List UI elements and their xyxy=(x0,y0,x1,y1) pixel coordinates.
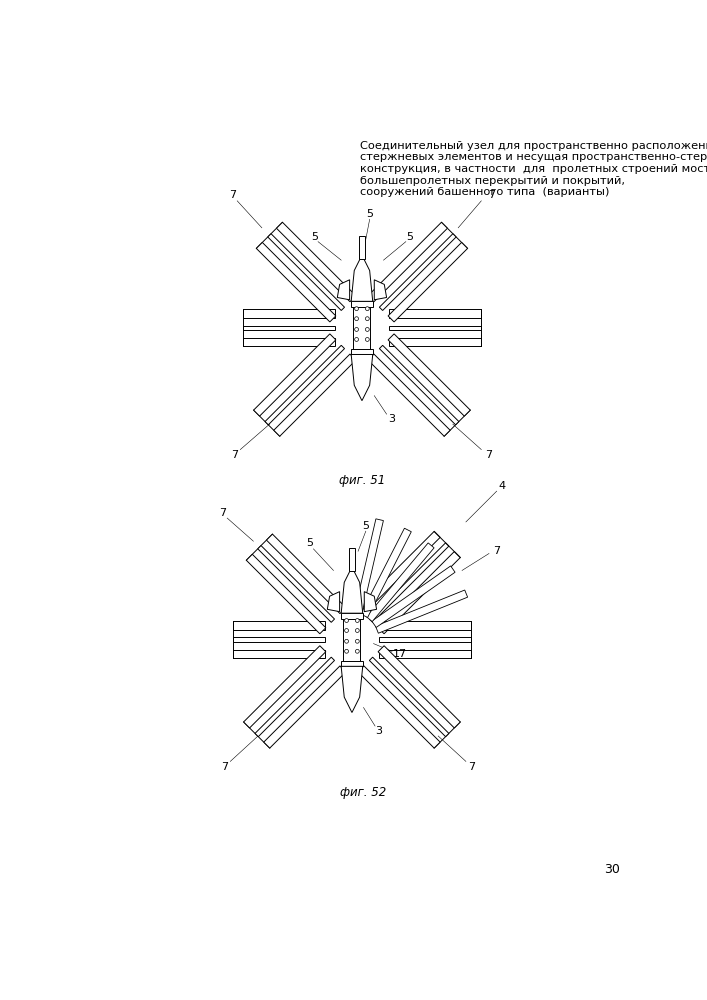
Text: 17: 17 xyxy=(392,649,407,659)
Polygon shape xyxy=(372,566,455,627)
Polygon shape xyxy=(255,657,334,737)
Circle shape xyxy=(355,317,358,321)
Polygon shape xyxy=(389,309,481,318)
Circle shape xyxy=(344,629,349,632)
Polygon shape xyxy=(366,543,434,622)
Polygon shape xyxy=(264,666,346,748)
Polygon shape xyxy=(351,354,373,401)
Polygon shape xyxy=(268,234,344,310)
Polygon shape xyxy=(233,637,325,642)
Text: 4: 4 xyxy=(498,481,506,491)
Polygon shape xyxy=(243,338,335,346)
Polygon shape xyxy=(341,613,363,619)
Polygon shape xyxy=(243,326,335,330)
Text: 3: 3 xyxy=(375,726,382,736)
Polygon shape xyxy=(379,637,472,642)
Polygon shape xyxy=(358,531,440,614)
Circle shape xyxy=(344,619,349,622)
Text: 7: 7 xyxy=(229,190,236,200)
Circle shape xyxy=(344,649,349,653)
Polygon shape xyxy=(233,621,325,630)
Polygon shape xyxy=(369,657,449,737)
Text: 7: 7 xyxy=(221,762,228,772)
Polygon shape xyxy=(358,666,440,748)
Polygon shape xyxy=(379,621,472,630)
Polygon shape xyxy=(276,222,356,302)
Polygon shape xyxy=(344,619,361,661)
Polygon shape xyxy=(389,326,481,330)
Circle shape xyxy=(356,649,359,653)
Circle shape xyxy=(355,307,358,311)
Polygon shape xyxy=(378,646,460,728)
Circle shape xyxy=(355,338,358,341)
Polygon shape xyxy=(233,650,325,658)
Circle shape xyxy=(366,338,369,341)
Polygon shape xyxy=(388,242,467,322)
Circle shape xyxy=(356,619,359,622)
Text: 7: 7 xyxy=(488,190,495,200)
Polygon shape xyxy=(327,592,339,612)
Polygon shape xyxy=(243,309,335,318)
Polygon shape xyxy=(341,666,363,713)
Circle shape xyxy=(366,328,369,331)
Polygon shape xyxy=(375,590,467,633)
Polygon shape xyxy=(341,661,363,666)
Text: 5: 5 xyxy=(362,521,369,531)
Circle shape xyxy=(366,307,369,311)
Text: фиг. 52: фиг. 52 xyxy=(339,786,386,799)
Circle shape xyxy=(344,639,349,643)
Text: 3: 3 xyxy=(387,414,395,424)
Text: 30: 30 xyxy=(604,863,620,876)
Polygon shape xyxy=(351,349,373,354)
Polygon shape xyxy=(368,222,448,302)
Text: 5: 5 xyxy=(310,232,317,242)
Polygon shape xyxy=(378,552,460,634)
Polygon shape xyxy=(337,280,350,300)
Polygon shape xyxy=(364,592,377,612)
Polygon shape xyxy=(369,543,449,622)
Text: 7: 7 xyxy=(231,450,238,460)
Polygon shape xyxy=(258,546,334,622)
Polygon shape xyxy=(351,255,373,301)
Polygon shape xyxy=(389,338,481,346)
Polygon shape xyxy=(244,646,326,728)
Polygon shape xyxy=(351,301,373,307)
Polygon shape xyxy=(246,554,326,634)
Polygon shape xyxy=(341,567,363,613)
Circle shape xyxy=(355,328,358,331)
Polygon shape xyxy=(274,354,356,436)
Circle shape xyxy=(356,629,359,632)
Circle shape xyxy=(366,317,369,321)
Polygon shape xyxy=(349,548,355,571)
Polygon shape xyxy=(368,354,450,436)
Text: 7: 7 xyxy=(468,762,475,772)
Polygon shape xyxy=(267,534,346,614)
Polygon shape xyxy=(354,519,383,614)
Text: Соединительный узел для пространственно расположенных
стержневых элементов и нес: Соединительный узел для пространственно … xyxy=(360,141,707,197)
Polygon shape xyxy=(374,280,387,300)
Polygon shape xyxy=(354,307,370,349)
Text: 5: 5 xyxy=(366,209,373,219)
Polygon shape xyxy=(388,334,470,416)
Polygon shape xyxy=(361,528,411,617)
Text: 7: 7 xyxy=(493,546,501,556)
Polygon shape xyxy=(359,236,365,259)
Polygon shape xyxy=(379,650,472,658)
Polygon shape xyxy=(254,334,336,416)
Text: 5: 5 xyxy=(306,538,313,548)
Polygon shape xyxy=(380,234,456,310)
Circle shape xyxy=(356,639,359,643)
Text: 5: 5 xyxy=(407,232,413,242)
Polygon shape xyxy=(380,345,459,425)
Text: 7: 7 xyxy=(219,508,226,518)
Polygon shape xyxy=(265,345,344,425)
Polygon shape xyxy=(257,242,336,322)
Text: фиг. 51: фиг. 51 xyxy=(339,474,385,487)
Text: 7: 7 xyxy=(486,450,493,460)
